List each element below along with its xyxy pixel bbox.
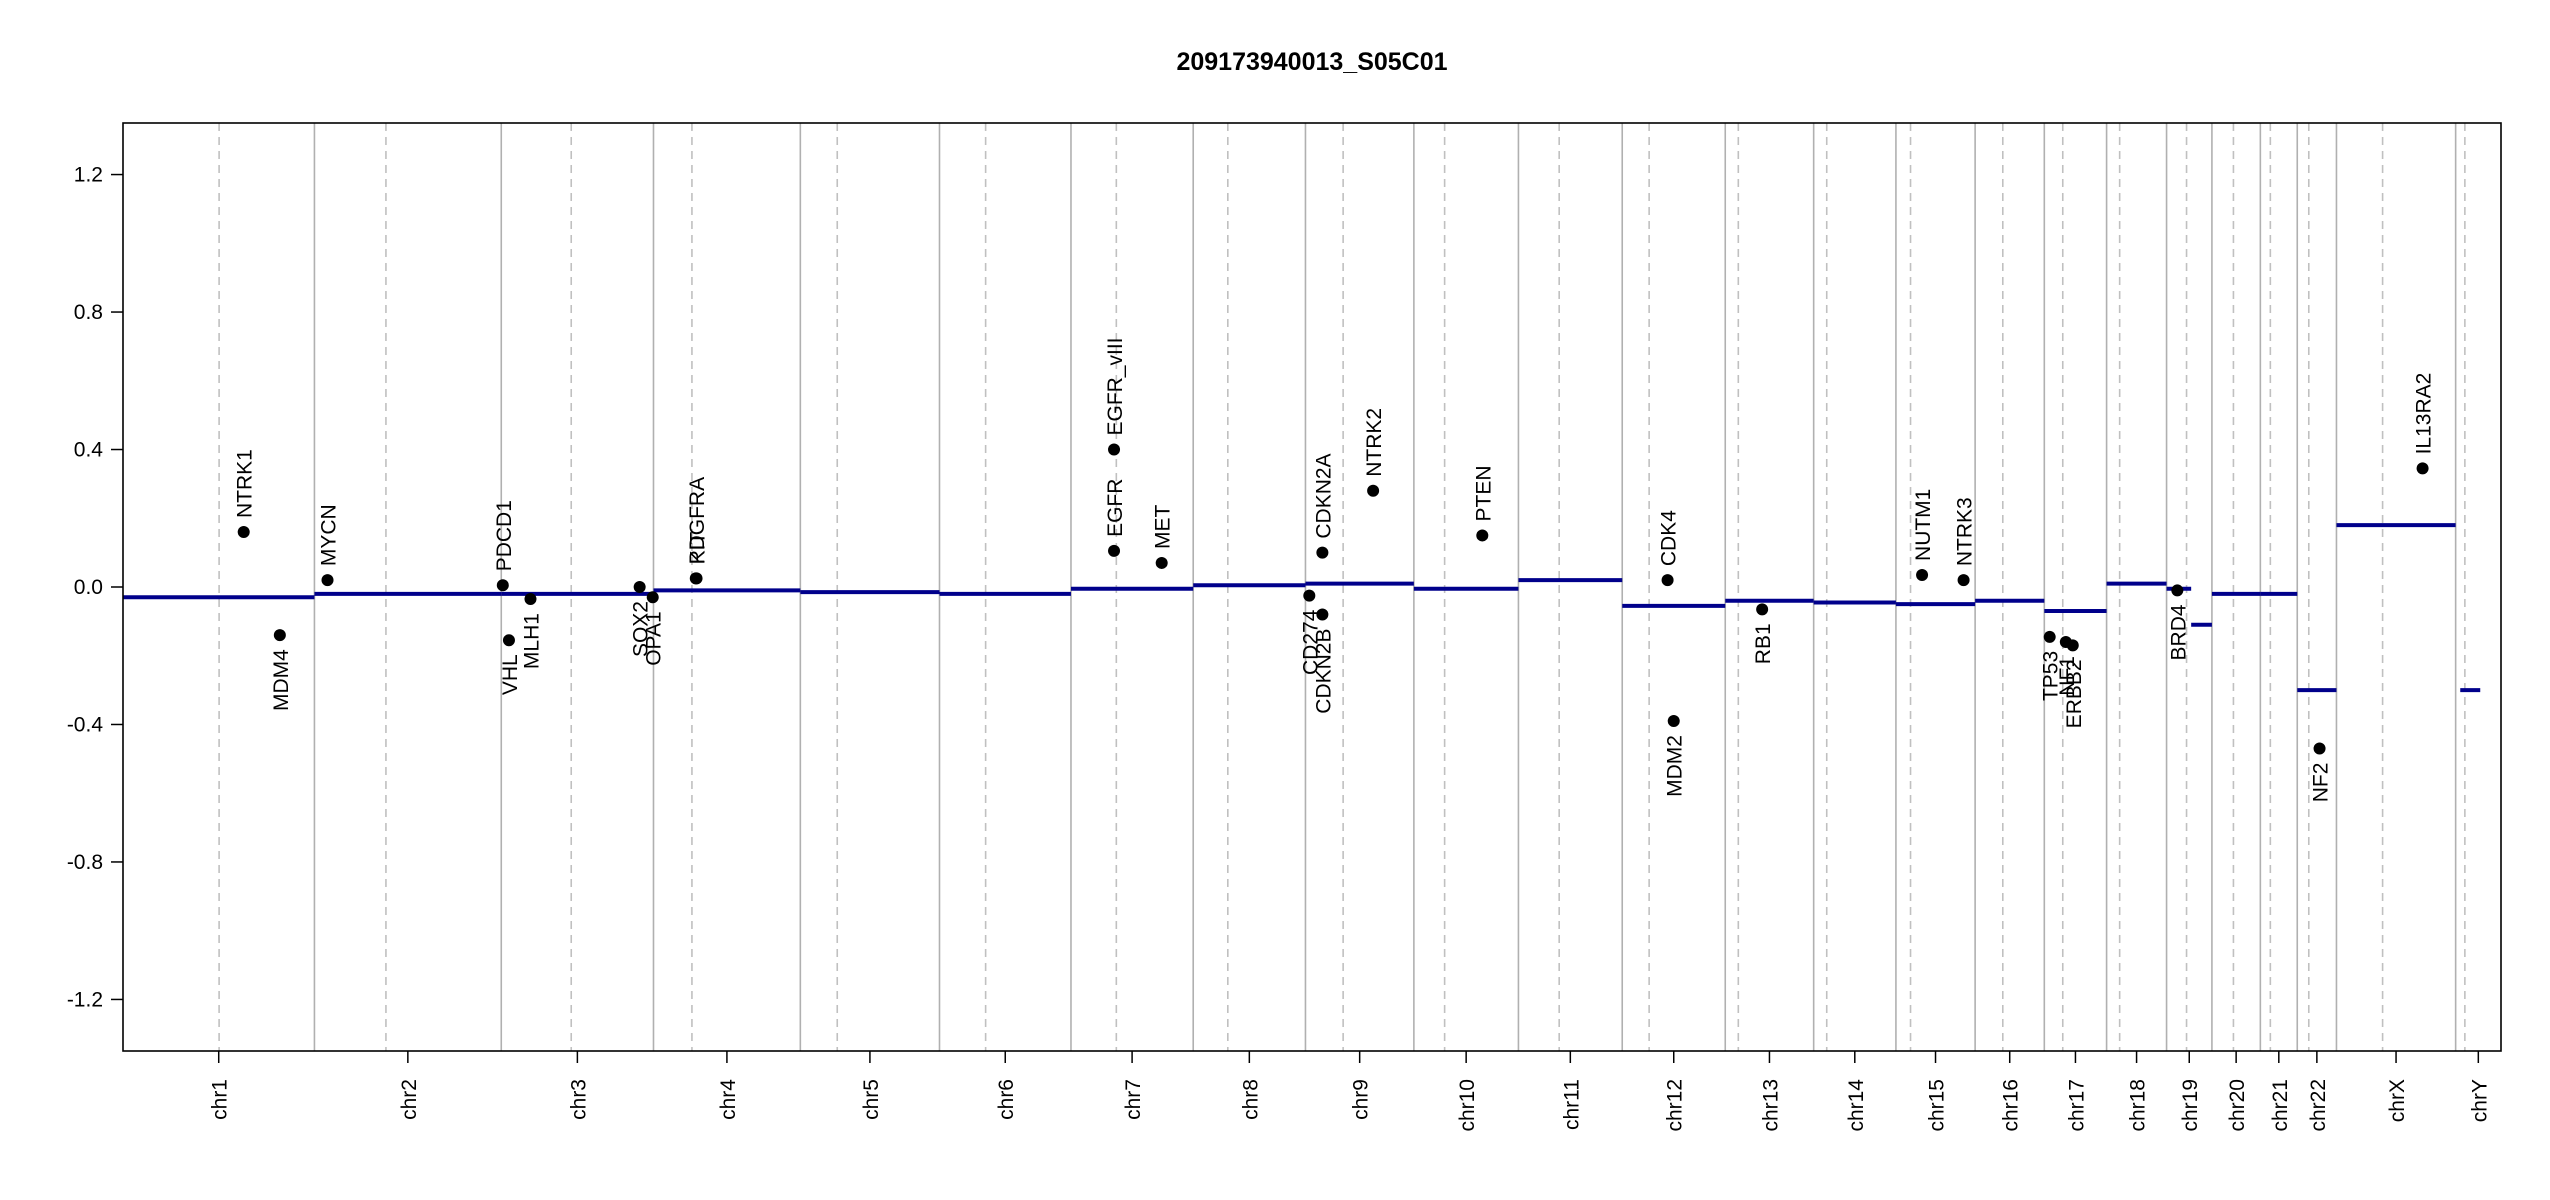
x-tick-label: chr14 [1845,1079,1868,1132]
x-tick-label: chr12 [1664,1079,1687,1132]
gene-point [1916,568,1929,581]
gene-point [1661,574,1674,587]
gene-point [321,574,334,587]
gene-label: CDK4 [1658,510,1681,566]
gene-point [2171,584,2184,597]
gene-label: CD274 [1299,609,1322,675]
gene-label: SOX2 [630,601,653,657]
x-tick-label: chr4 [717,1079,740,1120]
x-tick-label: chr3 [567,1079,590,1120]
gene-point [496,579,509,592]
x-tick-label: chr2 [398,1079,421,1120]
gene-point [690,572,703,585]
gene-label: NUTM1 [1912,489,1935,561]
gene-label: MET [1152,504,1175,549]
gene-point [1316,546,1329,559]
gene-point [2416,462,2429,475]
gene-label: TP53 [2040,651,2063,701]
gene-point [1108,443,1121,456]
x-tick-label: chr5 [860,1079,883,1120]
gene-point [524,593,537,606]
gene-point [1756,603,1769,616]
gene-point [502,634,515,647]
x-tick-label: chr16 [2000,1079,2023,1132]
gene-label: NTRK3 [1954,497,1977,566]
gene-label: PTEN [1472,465,1495,521]
y-tick-label: 0.8 [74,301,103,324]
gene-label: CDKN2B [1312,628,1335,713]
plot-frame [122,122,2502,1052]
gene-label: IL13RA2 [2413,373,2436,455]
gene-point [633,581,646,593]
x-tick-label: chr18 [2127,1079,2150,1132]
gene-label: MDM2 [1664,735,1687,797]
gene-point [2043,630,2056,643]
gene-point [1957,574,1970,587]
gene-label: BRD4 [2167,604,2190,660]
x-tick-label: chr8 [1239,1079,1262,1120]
gene-label: PDGFRA [686,477,709,565]
gene-label: ERBB2 [2063,659,2086,728]
gene-label: NTRK1 [234,449,257,518]
gene-label: MYCN [318,504,341,566]
gene-label: PDCD1 [493,500,516,571]
gene-label: EGFR_vIII [1104,337,1127,435]
gene-point [1367,484,1380,497]
gene-point [1108,544,1121,557]
gene-point [273,629,286,642]
y-tick-label: 0.0 [74,576,103,599]
x-tick-label: chr17 [2065,1079,2088,1132]
y-tick-label: 1.2 [74,164,103,187]
x-tick-label: chr15 [1926,1079,1949,1132]
x-tick-label: chr21 [2269,1079,2292,1132]
chart-title: 209173940013_S05C01 [1176,48,1447,76]
y-tick-label: 0.4 [74,439,104,462]
gene-point [1316,608,1329,621]
gene-label: KIT [687,532,710,565]
x-tick-label: chr9 [1350,1079,1373,1120]
gene-label: MLH1 [520,613,543,669]
gene-point [2066,639,2079,652]
gene-label: NTRK2 [1363,408,1386,477]
x-tick-label: chr1 [209,1079,232,1120]
x-tick-label: chr6 [995,1079,1018,1120]
gene-label: NF2 [2310,763,2333,803]
gene-label: VHL [499,654,522,695]
gene-label: CDKN2A [1312,453,1335,538]
x-tick-label: chrY [2468,1079,2491,1122]
gene-label: OPA1 [643,611,666,665]
gene-point [1155,556,1168,569]
x-tick-label: chr7 [1122,1079,1145,1120]
x-tick-label: chr20 [2226,1079,2249,1132]
gene-label: MDM4 [270,649,293,711]
gene-label: NF1 [2056,656,2079,696]
gene-point [1303,589,1316,602]
x-tick-label: chr11 [1560,1079,1583,1130]
gene-point [237,526,250,539]
x-tick-label: chr19 [2179,1079,2202,1132]
x-tick-label: chr22 [2307,1079,2330,1132]
x-tick-label: chr13 [1759,1079,1782,1132]
gene-label: RB1 [1752,623,1775,664]
x-tick-label: chrX [2386,1079,2409,1122]
gene-label: EGFR [1104,479,1127,537]
gene-point [1476,529,1489,542]
gene-point [1667,715,1680,728]
x-tick-label: chr10 [1456,1079,1479,1132]
gene-point [646,591,659,604]
y-tick-label: -0.8 [67,851,103,874]
gene-point [2313,742,2326,755]
y-tick-label: -0.4 [67,713,104,736]
y-tick-label: -1.2 [67,988,103,1011]
